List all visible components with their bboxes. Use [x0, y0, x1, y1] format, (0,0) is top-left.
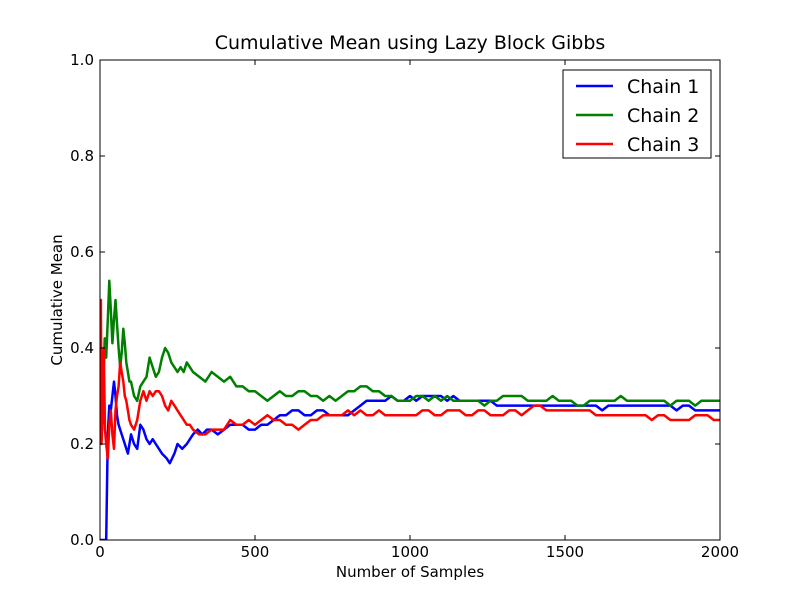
series-line-1	[100, 380, 720, 540]
axis-ticks: 0 500 1000 1500 2000 0.0 0.2 0.4 0.6 0.8 1.0	[70, 51, 739, 561]
y-tick-label: 1.0	[70, 51, 94, 69]
y-tick-label: 0.0	[70, 531, 94, 549]
legend-label-3: Chain 3	[627, 134, 699, 156]
x-axis-label: Number of Samples	[336, 563, 484, 581]
series-line-3	[100, 298, 720, 460]
series-line-2	[100, 279, 720, 445]
y-tick-label: 0.8	[70, 147, 94, 165]
x-tick-label: 2000	[701, 543, 739, 561]
y-tick-label: 0.2	[70, 435, 94, 453]
plot-area	[100, 279, 720, 540]
y-tick-label: 0.4	[70, 339, 94, 357]
x-tick-label: 0	[95, 543, 105, 561]
y-axis-label: Cumulative Mean	[48, 234, 66, 365]
x-tick-label: 500	[241, 543, 270, 561]
legend-label-2: Chain 2	[627, 105, 699, 127]
y-tick-label: 0.6	[70, 243, 94, 261]
legend: Chain 1 Chain 2 Chain 3	[562, 69, 712, 159]
x-tick-label: 1500	[546, 543, 584, 561]
chart-title: Cumulative Mean using Lazy Block Gibbs	[215, 32, 606, 54]
x-tick-label: 1000	[391, 543, 429, 561]
legend-label-1: Chain 1	[627, 76, 699, 98]
